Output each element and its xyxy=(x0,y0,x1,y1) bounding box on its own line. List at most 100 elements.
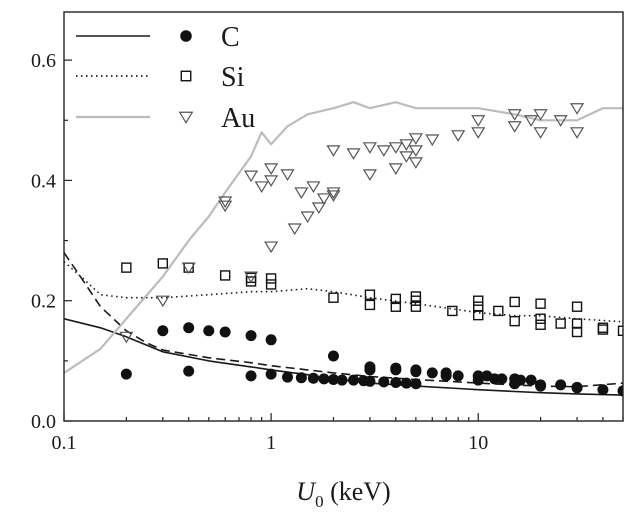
data-point-c xyxy=(597,384,609,396)
data-point-si xyxy=(447,305,458,317)
data-point-au xyxy=(507,121,522,133)
data-point-c xyxy=(364,375,376,387)
marker-layer xyxy=(119,103,623,397)
data-point-si xyxy=(157,258,169,269)
x-tick-label: 1 xyxy=(266,432,276,454)
data-point-au xyxy=(362,169,378,181)
data-point-c xyxy=(426,367,438,379)
data-point-c xyxy=(157,325,169,337)
data-point-si xyxy=(410,291,422,302)
y-tick-label: 0.6 xyxy=(31,50,56,72)
data-point-c xyxy=(617,385,623,397)
data-point-si xyxy=(364,299,376,311)
data-point-au xyxy=(306,181,321,193)
data-point-c xyxy=(183,322,195,334)
data-point-au xyxy=(280,169,295,181)
data-point-c xyxy=(496,373,508,385)
data-point-c xyxy=(555,379,567,391)
data-point-si xyxy=(364,289,376,300)
data-point-si xyxy=(473,301,484,312)
data-point-au xyxy=(408,157,423,169)
data-point-au xyxy=(507,109,522,121)
data-point-c xyxy=(472,374,484,386)
data-point-au xyxy=(218,196,233,209)
data-point-si xyxy=(265,273,277,284)
data-point-si xyxy=(121,262,132,273)
data-point-au xyxy=(346,148,361,160)
data-point-au xyxy=(569,103,585,115)
data-point-c xyxy=(509,378,521,390)
data-point-c xyxy=(410,364,422,376)
data-point-si xyxy=(571,318,583,329)
data-point-au xyxy=(408,133,423,145)
data-point-si xyxy=(390,301,402,312)
legend-label-c: C xyxy=(221,22,240,53)
data-point-si xyxy=(535,313,546,324)
data-point-si xyxy=(390,293,402,305)
data-point-au xyxy=(553,115,568,127)
data-point-c xyxy=(245,370,257,382)
data-point-au xyxy=(326,145,341,157)
data-point-au xyxy=(399,151,414,163)
line-layer xyxy=(64,101,623,396)
data-point-c xyxy=(336,374,348,386)
data-point-au xyxy=(155,295,170,308)
series-line-si-dotted xyxy=(64,261,623,323)
data-point-si xyxy=(597,324,609,335)
data-point-au xyxy=(451,130,466,142)
plot-frame xyxy=(63,11,624,422)
data-point-au xyxy=(243,271,259,284)
data-point-c xyxy=(245,330,257,342)
data-point-c xyxy=(410,378,422,390)
data-point-au xyxy=(264,175,279,187)
data-point-au xyxy=(326,187,341,199)
legend-marker-au xyxy=(178,111,194,124)
data-point-si xyxy=(571,326,583,338)
data-point-c xyxy=(265,334,277,346)
data-point-c xyxy=(452,370,464,382)
x-tick-label: 0.1 xyxy=(52,432,77,454)
data-point-c xyxy=(265,368,277,380)
data-point-au xyxy=(119,331,134,344)
data-point-c xyxy=(535,380,547,392)
data-point-si xyxy=(493,305,504,317)
y-tick-label: 0.2 xyxy=(31,291,56,313)
legend-marker-si xyxy=(180,70,192,82)
data-point-si xyxy=(617,325,623,336)
data-point-c xyxy=(183,365,195,377)
data-point-au xyxy=(533,109,548,121)
data-point-si xyxy=(328,292,339,303)
data-point-au xyxy=(218,200,233,213)
data-point-au xyxy=(326,190,341,203)
data-point-c xyxy=(364,361,376,373)
legend-marker-c xyxy=(180,30,192,42)
data-point-au xyxy=(376,145,391,157)
data-point-au xyxy=(408,145,423,157)
data-point-au xyxy=(388,163,403,175)
y-tick-label: 0.4 xyxy=(31,170,56,192)
data-point-si xyxy=(473,309,484,321)
data-point-si xyxy=(535,319,546,330)
data-point-c xyxy=(525,374,537,386)
data-point-si xyxy=(219,270,231,281)
data-point-au xyxy=(316,193,332,206)
data-point-c xyxy=(440,370,452,382)
data-point-c xyxy=(295,372,307,384)
data-point-au xyxy=(300,211,315,224)
data-point-au xyxy=(425,134,440,147)
legend: C Si Au xyxy=(76,22,255,134)
data-point-si xyxy=(473,295,484,306)
axes-layer: 0.1 1 10 0.0 0.2 0.4 0.6 U0 (keV) xyxy=(31,11,624,511)
data-point-au xyxy=(399,139,414,151)
x-axis-symbol: U xyxy=(296,477,317,506)
data-point-au xyxy=(254,181,269,193)
data-point-au xyxy=(569,127,585,139)
data-point-c xyxy=(120,368,132,380)
data-point-au xyxy=(243,170,259,183)
data-point-si xyxy=(265,279,277,290)
data-point-au xyxy=(471,127,486,139)
data-point-si xyxy=(571,301,583,312)
data-point-au xyxy=(311,202,326,215)
legend-label-au: Au xyxy=(221,103,255,134)
